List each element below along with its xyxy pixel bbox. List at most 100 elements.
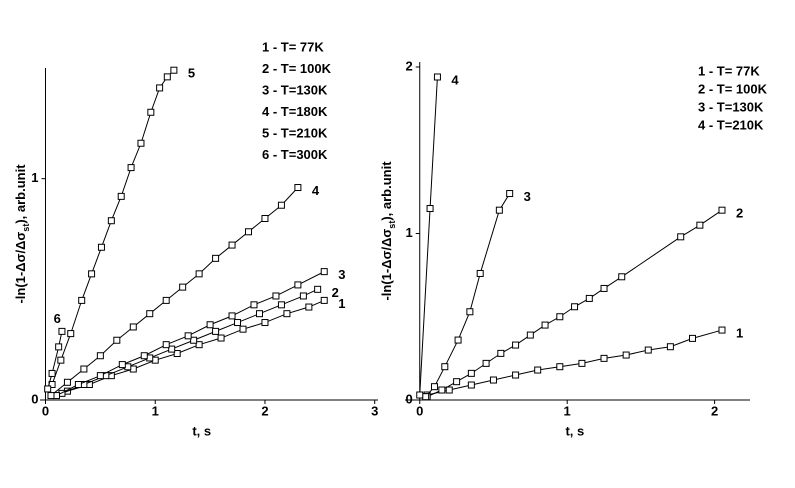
x-tick-label: 1 [152,403,159,418]
data-point [482,359,490,367]
data-point [212,254,220,262]
data-point [57,356,65,364]
data-point [438,386,446,394]
data-point [168,345,176,353]
data-point [44,385,52,393]
data-point [272,292,280,300]
legend-entry: 1 - T= 77K [698,63,760,78]
data-point [506,190,514,198]
legend-entry: 5 - T=210K [262,125,328,140]
data-point [320,268,328,276]
data-point [416,391,424,399]
series-end-label: 2 [736,206,743,221]
data-point [526,331,534,339]
y-tick-label: 0 [406,391,413,406]
data-point [118,361,126,369]
y-tick-label: 1 [31,170,38,185]
data-point [426,205,434,213]
data-point [497,349,505,357]
legend-entry: 4 - T=210K [698,117,764,132]
y-axis-label-part: st [21,224,31,232]
series-end-label: 3 [524,189,531,204]
x-tick-label: 0 [416,403,423,418]
data-point [96,372,104,380]
data-point [718,326,726,334]
data-point [245,228,253,236]
data-point [228,312,236,320]
series-line [50,187,299,396]
data-point [467,369,475,377]
data-point [495,206,503,214]
data-point [156,84,164,92]
data-point [476,269,484,277]
data-point [445,386,453,394]
data-point [55,343,63,351]
data-point [283,310,291,318]
series-line [427,329,723,396]
y-axis-label-part: ), arb.unit [379,161,394,221]
data-point [212,327,220,335]
data-point [129,323,137,331]
data-point [433,73,441,81]
series-end-label: 3 [338,267,345,282]
data-point [195,341,203,349]
data-point [228,241,236,249]
data-point [430,383,438,391]
series-end-label: 4 [312,183,320,198]
data-point [534,366,542,374]
data-point [147,108,155,116]
data-point [107,217,115,225]
data-point [74,381,82,389]
series-line [419,76,438,396]
data-point [48,369,56,377]
x-tick-label: 2 [711,403,718,418]
data-point [512,371,520,379]
data-point [689,334,696,342]
data-point [58,327,66,335]
x-axis-label: t, s [192,423,211,438]
legend-entry: 3 - T=130K [698,99,764,114]
data-point [277,301,285,309]
y-axis-label-part: -ln(1-Δσ/Δσ [13,232,28,304]
data-point [320,296,328,304]
data-point [571,303,579,311]
data-point [585,294,593,302]
data-point [541,321,549,329]
data-point [578,359,586,367]
data-point [234,319,242,327]
data-point [163,73,171,81]
data-point [173,350,181,358]
data-point [117,192,125,200]
data-point [146,310,154,318]
y-axis-label: -ln(1-Δσ/Δσst), arb.unit [13,164,31,304]
y-axis-label-part: -ln(1-Δσ/Δσ [379,229,394,301]
legend-entry: 2 - T= 100K [698,81,768,96]
data-point [250,301,258,309]
data-point [622,351,630,359]
data-point [255,310,263,318]
y-tick-label: 0 [31,391,38,406]
data-point [239,325,247,333]
data-point [512,341,520,349]
data-point [556,313,564,321]
data-point [127,164,135,172]
series-end-label: 1 [736,326,743,341]
data-point [466,308,474,316]
data-point [88,270,96,278]
data-point [666,343,674,351]
series-line [47,331,63,390]
data-point [195,270,203,278]
x-tick-label: 2 [261,403,268,418]
x-tick-label: 0 [42,403,49,418]
data-point [261,215,269,223]
data-point [277,201,285,209]
data-point [113,336,121,344]
data-point [294,184,302,192]
data-point [170,66,178,74]
data-point [489,376,497,384]
data-point [97,243,105,251]
data-point [184,332,192,340]
legend-entry: 6 - T=300K [262,147,328,162]
legend-entry: 2 - T= 100K [262,61,332,76]
data-point [422,393,430,401]
